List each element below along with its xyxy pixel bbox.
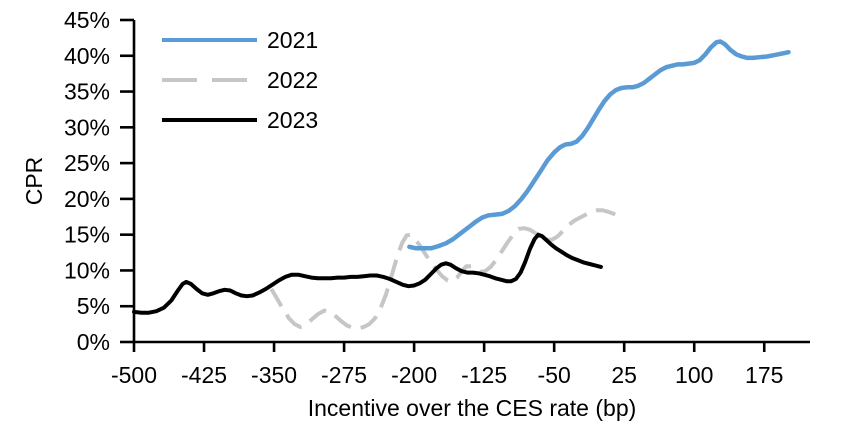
legend: 2021 2022 2023 bbox=[162, 28, 318, 132]
y-tick-label: 40% bbox=[64, 43, 110, 69]
legend-label-2022: 2022 bbox=[267, 66, 319, 93]
legend-item-2023: 2023 bbox=[162, 108, 318, 132]
y-axis-title: CPR bbox=[20, 156, 47, 206]
x-tick-label: -425 bbox=[181, 362, 227, 388]
legend-label-2021: 2021 bbox=[267, 26, 319, 53]
y-tick-label: 15% bbox=[64, 222, 110, 248]
x-tick-label: 175 bbox=[745, 362, 783, 388]
y-tick-label: 35% bbox=[64, 79, 110, 105]
x-tick-label: -50 bbox=[538, 362, 571, 388]
y-tick-label: 5% bbox=[77, 293, 110, 319]
y-tick-label: 10% bbox=[64, 257, 110, 283]
y-tick-label: 20% bbox=[64, 186, 110, 212]
x-tick-label: 25 bbox=[611, 362, 637, 388]
legend-line-2023-icon bbox=[162, 118, 257, 122]
series-line-2021 bbox=[407, 39, 791, 251]
x-tick-label: -125 bbox=[461, 362, 507, 388]
legend-line-2022-icon bbox=[162, 78, 257, 82]
x-tick-label: 100 bbox=[675, 362, 713, 388]
x-tick-label: -350 bbox=[251, 362, 297, 388]
series-line-2023 bbox=[132, 232, 603, 315]
legend-line-2021-icon bbox=[162, 37, 257, 43]
y-tick-label: 25% bbox=[64, 150, 110, 176]
y-tick-label: 30% bbox=[64, 114, 110, 140]
y-tick-label: 45% bbox=[64, 7, 110, 33]
legend-label-2023: 2023 bbox=[267, 106, 319, 133]
y-tick-label: 0% bbox=[77, 329, 110, 355]
x-tick-label: -500 bbox=[111, 362, 157, 388]
x-tick-label: -200 bbox=[391, 362, 437, 388]
x-tick-label: -275 bbox=[321, 362, 367, 388]
legend-item-2021: 2021 bbox=[162, 28, 318, 52]
legend-item-2022: 2022 bbox=[162, 68, 318, 92]
series-line-2022 bbox=[269, 208, 626, 331]
x-axis-title: Incentive over the CES rate (bp) bbox=[307, 395, 637, 421]
